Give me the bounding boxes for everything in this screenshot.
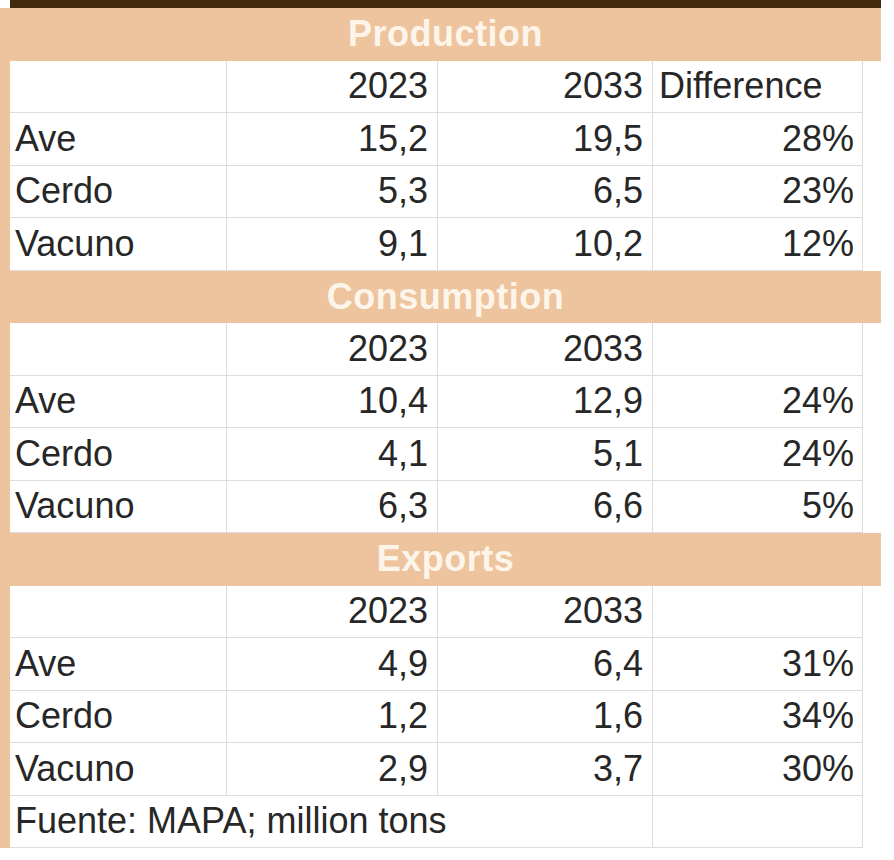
cell-year-2033[interactable]: 2033	[438, 586, 653, 639]
spreadsheet: Production 2023 2033 Difference Ave 15,2…	[0, 0, 894, 860]
table-row: Cerdo 5,3 6,5 23%	[10, 166, 881, 219]
table-row: Vacuno 6,3 6,6 5%	[10, 481, 881, 534]
cell-difference[interactable]: 23%	[653, 166, 863, 219]
cell-year-2033[interactable]: 2033	[438, 323, 653, 376]
footer-row: Fuente: MAPA; million tons	[10, 796, 881, 849]
cell-year-2023[interactable]: 2023	[227, 323, 438, 376]
cell-difference[interactable]: 30%	[653, 743, 863, 796]
cell-row-label[interactable]: Cerdo	[10, 428, 227, 481]
header-row-production: 2023 2033 Difference	[10, 61, 881, 114]
cell-difference-header[interactable]	[653, 323, 863, 376]
cell-value-2033[interactable]: 6,4	[438, 638, 653, 691]
cell-difference[interactable]: 34%	[653, 691, 863, 744]
cell-value-2023[interactable]: 4,1	[227, 428, 438, 481]
section-title-exports: Exports	[377, 538, 515, 580]
header-row-exports: 2023 2033	[10, 586, 881, 639]
cell-difference[interactable]: 28%	[653, 113, 863, 166]
header-row-consumption: 2023 2033	[10, 323, 881, 376]
cell-difference[interactable]: 31%	[653, 638, 863, 691]
cell-year-2023[interactable]: 2023	[227, 61, 438, 114]
cell-year-2033[interactable]: 2033	[438, 61, 653, 114]
cell-blank[interactable]	[653, 796, 863, 849]
cell-difference[interactable]: 12%	[653, 218, 863, 271]
cell-row-label[interactable]: Vacuno	[10, 743, 227, 796]
table-row: Vacuno 2,9 3,7 30%	[10, 743, 881, 796]
cell-value-2033[interactable]: 19,5	[438, 113, 653, 166]
cell-value-2033[interactable]: 6,6	[438, 481, 653, 534]
source-note-cell[interactable]: Fuente: MAPA; million tons	[10, 796, 653, 849]
cell-difference[interactable]: 24%	[653, 428, 863, 481]
table-row: Vacuno 9,1 10,2 12%	[10, 218, 881, 271]
section-band-production[interactable]: Production	[10, 8, 881, 61]
table-row: Cerdo 1,2 1,6 34%	[10, 691, 881, 744]
cell-difference-header[interactable]	[653, 586, 863, 639]
cell-difference[interactable]: 24%	[653, 376, 863, 429]
cell-value-2033[interactable]: 6,5	[438, 166, 653, 219]
cell-value-2023[interactable]: 15,2	[227, 113, 438, 166]
cell-row-label[interactable]: Cerdo	[10, 166, 227, 219]
cell-value-2033[interactable]: 12,9	[438, 376, 653, 429]
cell-row-label[interactable]: Vacuno	[10, 218, 227, 271]
table-row: Ave 15,2 19,5 28%	[10, 113, 881, 166]
table-row: Cerdo 4,1 5,1 24%	[10, 428, 881, 481]
cell-value-2033[interactable]: 5,1	[438, 428, 653, 481]
cell-value-2023[interactable]: 9,1	[227, 218, 438, 271]
cell-blank[interactable]	[10, 586, 227, 639]
cropped-row-edge	[10, 0, 881, 8]
cell-value-2033[interactable]: 3,7	[438, 743, 653, 796]
cell-value-2033[interactable]: 1,6	[438, 691, 653, 744]
cell-value-2023[interactable]: 4,9	[227, 638, 438, 691]
cell-difference-header[interactable]: Difference	[653, 61, 863, 114]
cell-value-2023[interactable]: 5,3	[227, 166, 438, 219]
section-band-consumption[interactable]: Consumption	[10, 271, 881, 324]
cell-blank[interactable]	[10, 323, 227, 376]
cell-value-2023[interactable]: 2,9	[227, 743, 438, 796]
cell-year-2023[interactable]: 2023	[227, 586, 438, 639]
table-row: Ave 4,9 6,4 31%	[10, 638, 881, 691]
cell-value-2023[interactable]: 6,3	[227, 481, 438, 534]
section-title-production: Production	[348, 13, 543, 55]
cell-value-2023[interactable]: 10,4	[227, 376, 438, 429]
cell-blank[interactable]	[10, 61, 227, 114]
meat-forecast-table: Production 2023 2033 Difference Ave 15,2…	[10, 8, 881, 848]
cell-row-label[interactable]: Ave	[10, 113, 227, 166]
cell-value-2033[interactable]: 10,2	[438, 218, 653, 271]
left-accent-column	[0, 8, 10, 848]
cell-row-label[interactable]: Vacuno	[10, 481, 227, 534]
section-title-consumption: Consumption	[327, 276, 564, 318]
section-band-exports[interactable]: Exports	[10, 533, 881, 586]
cell-row-label[interactable]: Cerdo	[10, 691, 227, 744]
cell-difference[interactable]: 5%	[653, 481, 863, 534]
table-row: Ave 10,4 12,9 24%	[10, 376, 881, 429]
cell-row-label[interactable]: Ave	[10, 376, 227, 429]
cell-value-2023[interactable]: 1,2	[227, 691, 438, 744]
cell-row-label[interactable]: Ave	[10, 638, 227, 691]
